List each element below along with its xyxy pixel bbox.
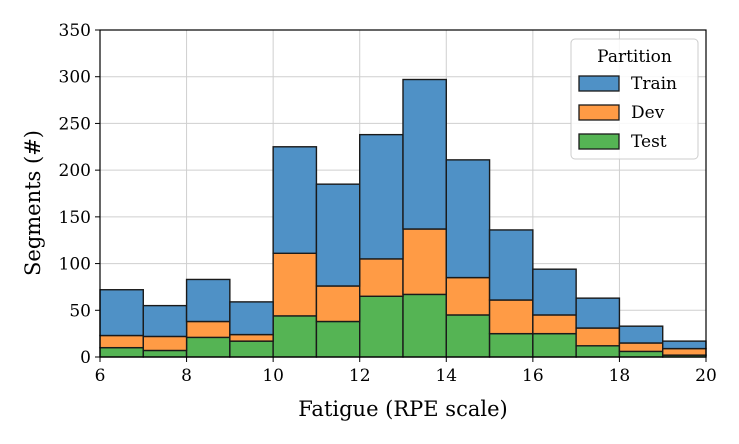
x-tick-label: 14 — [435, 366, 457, 386]
bar-dev — [99, 334, 144, 349]
y-tick-label: 200 — [59, 161, 91, 181]
x-tick-label: 12 — [349, 366, 371, 386]
x-tick-label: 16 — [522, 366, 544, 386]
bar-test — [402, 293, 447, 358]
bar-dev — [229, 333, 274, 342]
bar-train — [272, 146, 318, 254]
bar-test — [575, 345, 621, 358]
bar-dev — [618, 342, 664, 353]
y-tick-label: 50 — [69, 301, 91, 321]
x-tick-label: 8 — [181, 366, 192, 386]
x-tick-label: 18 — [609, 366, 631, 386]
legend-swatch-dev — [578, 104, 620, 121]
bar-train — [488, 229, 534, 301]
bar-test — [445, 314, 491, 358]
x-tick-label: 10 — [262, 366, 284, 386]
legend-label-dev: Dev — [631, 103, 665, 123]
y-tick-label: 300 — [59, 68, 91, 88]
bar-test — [185, 336, 231, 358]
bar-train — [575, 297, 621, 329]
bar-test — [488, 332, 534, 358]
legend-swatch-train — [578, 75, 620, 92]
y-tick-label: 350 — [59, 21, 91, 41]
y-tick-label: 150 — [59, 208, 91, 228]
bar-test — [142, 349, 188, 358]
plot-frame — [99, 29, 707, 358]
legend-label-train: Train — [631, 74, 677, 94]
bar-dev — [315, 285, 361, 323]
bar-train — [532, 268, 577, 316]
x-tick-label: 6 — [95, 366, 106, 386]
bar-train — [315, 183, 361, 287]
y-axis-label: Segments (#) — [21, 130, 45, 276]
bar-dev — [359, 258, 404, 297]
bar-dev — [142, 335, 188, 352]
bar-dev — [488, 299, 534, 335]
bar-train — [229, 301, 274, 336]
legend-box — [570, 38, 699, 160]
bar-train — [402, 78, 447, 230]
bar-dev — [272, 252, 318, 317]
legend: Partition Train Dev Test — [570, 38, 699, 160]
bar-dev — [532, 314, 577, 335]
bar-dev — [185, 320, 231, 339]
bar-test — [532, 332, 577, 358]
bar-train — [618, 325, 664, 344]
bars — [99, 78, 707, 358]
bar-train — [445, 159, 491, 279]
bar-train — [359, 133, 404, 260]
x-axis-label: Fatigue (RPE scale) — [298, 397, 507, 421]
bar-test — [359, 295, 404, 358]
bar-test — [99, 346, 144, 358]
bar-test — [315, 320, 361, 358]
y-tick-label: 250 — [59, 114, 91, 134]
x-tick-label: 20 — [695, 366, 717, 386]
legend-swatch-test — [578, 133, 620, 150]
bar-train — [142, 304, 188, 338]
bar-train — [185, 278, 231, 323]
bar-test — [618, 350, 664, 358]
bar-dev — [402, 228, 447, 296]
legend-label-test: Test — [631, 132, 667, 152]
bar-train — [662, 340, 707, 350]
bar-dev — [575, 327, 621, 347]
bar-test — [272, 315, 318, 358]
bar-test — [229, 340, 274, 358]
bar-train — [99, 289, 144, 337]
legend-title: Partition — [597, 47, 672, 67]
y-tick-label: 0 — [80, 348, 91, 368]
bar-dev — [445, 276, 491, 316]
y-tick-label: 100 — [59, 255, 91, 275]
bar-dev — [662, 347, 707, 356]
